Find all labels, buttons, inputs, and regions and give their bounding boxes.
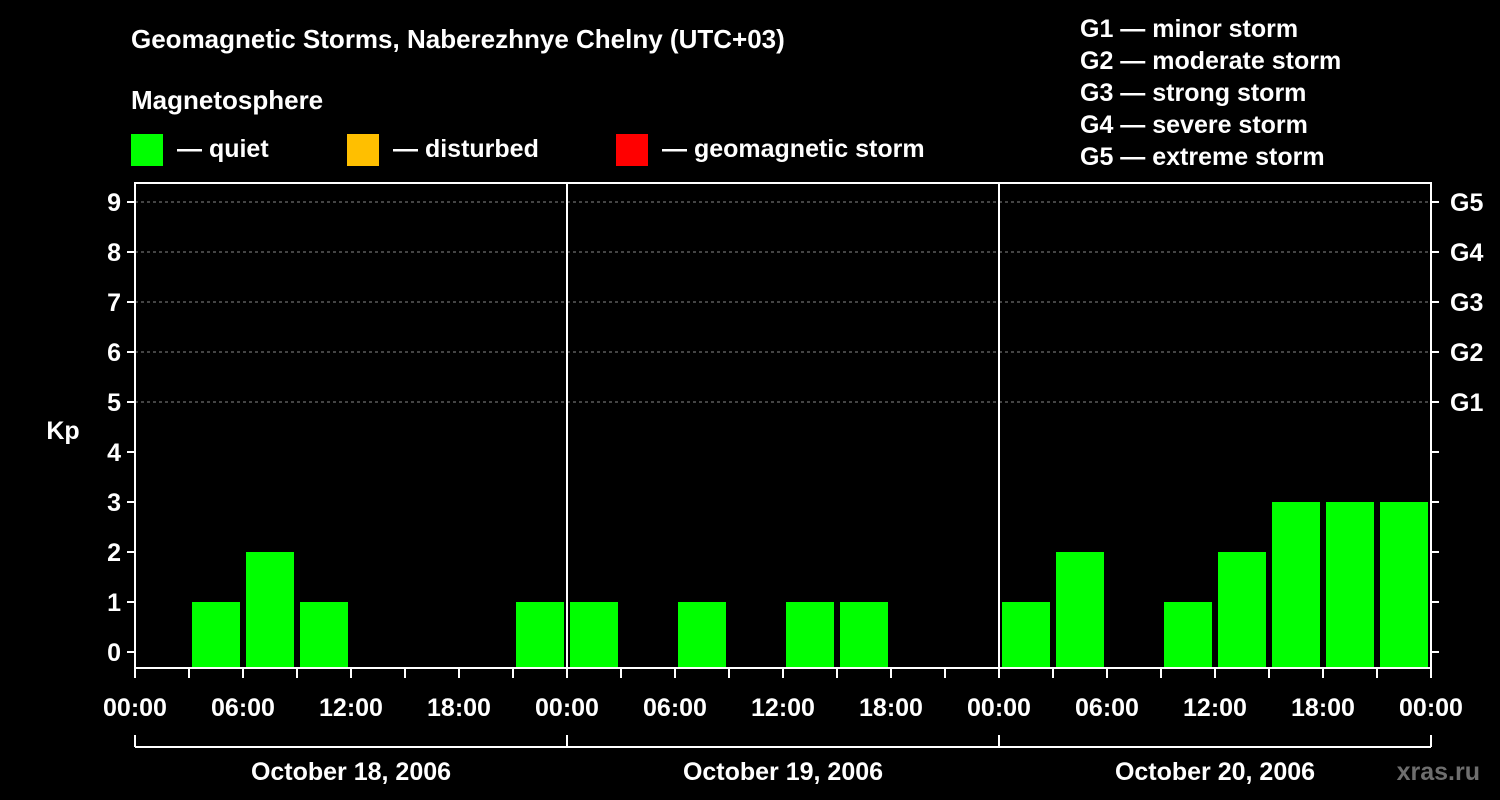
bars: [192, 502, 1428, 668]
kp-bar-17: [1056, 552, 1104, 668]
x-tick-label-10: 12:00: [1183, 694, 1247, 722]
x-tick-label-8: 00:00: [967, 694, 1031, 722]
day-label-2: October 20, 2006: [1115, 758, 1315, 786]
g-level-label-g2: G2: [1450, 339, 1483, 367]
day-labels: October 18, 2006 October 19, 2006 October …: [134, 735, 1432, 786]
g-level-label-g5: G5: [1450, 189, 1483, 217]
x-tick-label-5: 06:00: [643, 694, 707, 722]
kp-bar-1: [192, 602, 240, 668]
kp-bar-23: [1380, 502, 1428, 668]
chart-subtitle: Magnetosphere: [131, 85, 323, 115]
chart-title: Geomagnetic Storms, Naberezhnye Chelny (…: [131, 24, 785, 54]
x-tick-label-2: 12:00: [319, 694, 383, 722]
y-tick-label-4: 4: [107, 439, 121, 467]
kp-bar-21: [1272, 502, 1320, 668]
legend-swatch-storm: [616, 134, 648, 166]
legend-label-disturbed: — disturbed: [393, 135, 539, 163]
kp-bar-22: [1326, 502, 1374, 668]
x-tick-label-4: 00:00: [535, 694, 599, 722]
kp-bar-7: [516, 602, 564, 668]
x-tick-label-1: 06:00: [211, 694, 275, 722]
x-tick-label-12: 00:00: [1399, 694, 1463, 722]
storm-legend-g5: G5 — extreme storm: [1080, 143, 1325, 171]
x-tick-label-11: 18:00: [1291, 694, 1355, 722]
g-level-label-g3: G3: [1450, 289, 1483, 317]
y-tick-label-1: 1: [107, 589, 121, 617]
storm-legend-g4: G4 — severe storm: [1080, 111, 1308, 139]
y-tick-label-0: 0: [107, 639, 121, 667]
day-label-1: October 19, 2006: [683, 758, 883, 786]
legend-label-quiet: — quiet: [177, 135, 269, 163]
legend-label-storm: — geomagnetic storm: [662, 135, 925, 163]
x-ticks: 00:00 06:00 12:00 18:00 00:00 06:00 12:00 18:00…: [103, 668, 1463, 722]
y-tick-label-5: 5: [107, 389, 121, 417]
g-level-label-g1: G1: [1450, 389, 1483, 417]
storm-legend-g3: G3 — strong storm: [1080, 79, 1306, 107]
kp-bar-10: [678, 602, 726, 668]
y-tick-label-6: 6: [107, 339, 121, 367]
kp-bar-3: [300, 602, 348, 668]
y-tick-label-2: 2: [107, 539, 121, 567]
kp-bar-8: [570, 602, 618, 668]
y-tick-label-7: 7: [107, 289, 121, 317]
status-legend: — quiet — disturbed — geomagnetic storm: [131, 134, 925, 166]
x-tick-label-6: 12:00: [751, 694, 815, 722]
storm-scale-legend: G1 — minor storm G2 — moderate storm G3 …: [1080, 15, 1341, 171]
y-tick-label-9: 9: [107, 189, 121, 217]
storm-legend-g2: G2 — moderate storm: [1080, 47, 1341, 75]
day-label-0: October 18, 2006: [251, 758, 451, 786]
y-axis-label: Kp: [46, 417, 79, 445]
legend-swatch-disturbed: [347, 134, 379, 166]
y-tick-label-3: 3: [107, 489, 121, 517]
x-tick-label-7: 18:00: [859, 694, 923, 722]
kp-bar-16: [1002, 602, 1050, 668]
x-tick-label-3: 18:00: [427, 694, 491, 722]
kp-bar-2: [246, 552, 294, 668]
y-ticks: 0 1 2 3 4 5 6 7 8 9: [107, 189, 1439, 667]
x-tick-label-9: 06:00: [1075, 694, 1139, 722]
kp-bar-13: [840, 602, 888, 668]
kp-bar-19: [1164, 602, 1212, 668]
g-level-label-g4: G4: [1450, 239, 1483, 267]
legend-swatch-quiet: [131, 134, 163, 166]
grid-lines: [135, 201, 1431, 403]
storm-legend-g1: G1 — minor storm: [1080, 15, 1298, 43]
g-level-ticks: G1 G2 G3 G4 G5: [1450, 189, 1483, 417]
y-tick-label-8: 8: [107, 239, 121, 267]
kp-bar-12: [786, 602, 834, 668]
x-tick-label-0: 00:00: [103, 694, 167, 722]
kp-bar-20: [1218, 552, 1266, 668]
watermark: xras.ru: [1397, 758, 1480, 786]
